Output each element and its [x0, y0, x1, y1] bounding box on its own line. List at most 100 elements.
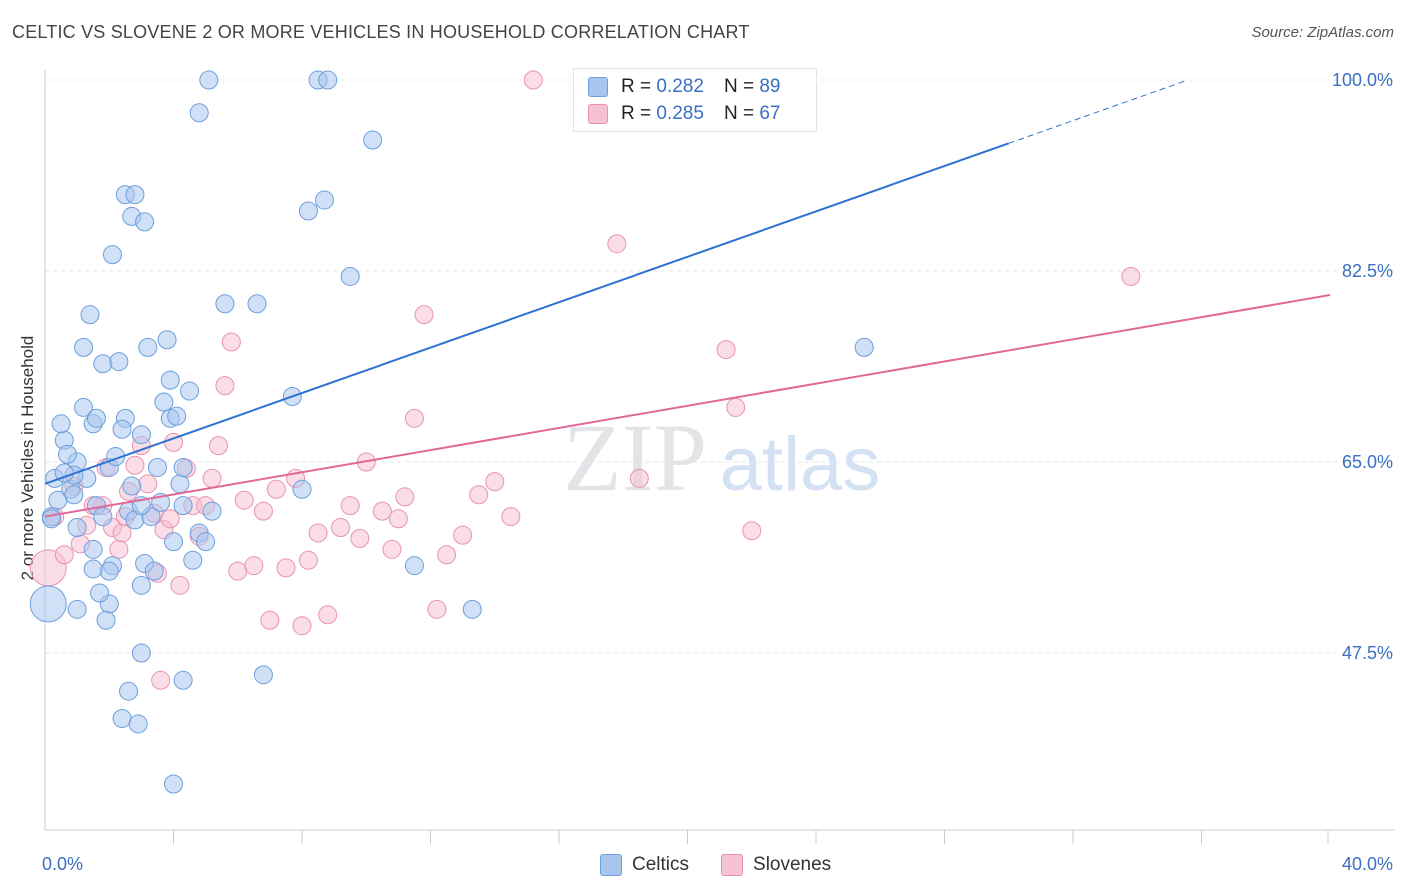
- point-celtics: [215, 294, 235, 314]
- point-slovenes: [208, 436, 228, 456]
- legend-row-celtics: R = 0.282 N = 89: [588, 75, 780, 99]
- watermark-zip: ZIP: [563, 404, 707, 511]
- legend-n-label-slovenes: N =: [723, 103, 755, 124]
- point-slovenes: [260, 610, 280, 630]
- point-celtics: [57, 444, 77, 464]
- point-slovenes: [125, 455, 145, 475]
- legend-item-slovenes[interactable]: Slovenes: [721, 854, 831, 876]
- point-celtics: [112, 708, 132, 728]
- point-slovenes: [716, 340, 736, 360]
- point-slovenes: [453, 525, 473, 545]
- point-slovenes: [215, 376, 235, 396]
- point-celtics: [51, 414, 71, 434]
- point-slovenes: [138, 474, 158, 494]
- point-slovenes: [404, 408, 424, 428]
- point-celtics: [96, 610, 116, 630]
- point-celtics: [135, 212, 155, 232]
- point-slovenes: [276, 558, 296, 578]
- y-tick-label: 82.5%: [1342, 261, 1393, 281]
- series-legend: Celtics Slovenes: [600, 852, 863, 878]
- point-celtics: [318, 70, 338, 90]
- point-slovenes: [109, 539, 129, 559]
- point-slovenes: [427, 599, 447, 619]
- point-slovenes: [485, 472, 505, 492]
- point-celtics: [29, 585, 67, 623]
- legend-label-celtics: Celtics: [632, 854, 690, 875]
- y-tick-label: 100.0%: [1332, 70, 1393, 90]
- point-celtics: [131, 643, 151, 663]
- point-celtics: [157, 330, 177, 350]
- point-celtics: [131, 575, 151, 595]
- legend-item-celtics[interactable]: Celtics: [600, 854, 689, 876]
- point-celtics: [144, 561, 164, 581]
- point-celtics: [253, 665, 273, 685]
- legend-n-value-celtics: 89: [759, 76, 781, 97]
- point-celtics: [41, 509, 61, 529]
- legend-swatch-slovenes: [588, 104, 608, 124]
- legend-r-label-celtics: R =: [621, 76, 652, 97]
- point-celtics: [363, 130, 383, 150]
- legend-label-slovenes: Slovenes: [753, 854, 832, 875]
- point-slovenes: [253, 501, 273, 521]
- point-celtics: [404, 556, 424, 576]
- point-slovenes: [244, 556, 264, 576]
- legend-n-label-celtics: N =: [723, 76, 755, 97]
- point-slovenes: [308, 523, 328, 543]
- point-celtics: [80, 305, 100, 325]
- point-celtics: [170, 474, 190, 494]
- point-celtics: [340, 266, 360, 286]
- point-slovenes: [395, 487, 415, 507]
- point-celtics: [147, 457, 167, 477]
- chart-title: CELTIC VS SLOVENE 2 OR MORE VEHICLES IN …: [12, 22, 750, 42]
- legend-r-value-celtics: 0.282: [656, 76, 704, 97]
- point-celtics: [154, 392, 174, 412]
- point-celtics: [67, 517, 87, 537]
- point-celtics: [74, 397, 94, 417]
- chart-source: Source: ZipAtlas.com: [1251, 24, 1394, 41]
- point-celtics: [854, 337, 874, 357]
- point-celtics: [462, 599, 482, 619]
- point-celtics: [160, 370, 180, 390]
- point-slovenes: [350, 528, 370, 548]
- point-slovenes: [292, 616, 312, 636]
- point-celtics: [131, 425, 151, 445]
- point-celtics: [109, 352, 129, 372]
- point-slovenes: [340, 496, 360, 516]
- point-celtics: [164, 774, 183, 794]
- point-celtics: [292, 479, 312, 499]
- point-slovenes: [726, 397, 746, 417]
- point-slovenes: [160, 509, 180, 529]
- legend-swatch-celtics: [588, 77, 608, 97]
- point-celtics: [173, 496, 193, 516]
- point-celtics: [180, 381, 200, 401]
- point-celtics: [247, 294, 267, 314]
- point-slovenes: [54, 545, 74, 565]
- point-celtics: [199, 70, 219, 90]
- trendline-celtics-extension: [1008, 80, 1186, 144]
- point-slovenes: [414, 305, 434, 325]
- point-celtics: [128, 714, 148, 734]
- point-slovenes: [742, 521, 762, 541]
- x-tick-label: 0.0%: [42, 854, 83, 874]
- point-celtics: [83, 539, 103, 559]
- point-slovenes: [221, 332, 241, 352]
- correlation-legend: R = 0.282 N = 89 R = 0.285 N = 67: [573, 68, 817, 132]
- point-slovenes: [1121, 266, 1141, 286]
- point-celtics: [138, 337, 158, 357]
- legend-r-value-slovenes: 0.285: [656, 103, 704, 124]
- point-celtics: [93, 507, 113, 527]
- y-tick-label: 47.5%: [1342, 643, 1393, 663]
- point-celtics: [90, 583, 110, 603]
- point-slovenes: [523, 70, 543, 90]
- point-slovenes: [151, 670, 171, 690]
- point-slovenes: [501, 507, 521, 527]
- point-celtics: [93, 354, 113, 374]
- point-celtics: [83, 559, 103, 579]
- point-celtics: [173, 457, 193, 477]
- legend-n-value-slovenes: 67: [759, 103, 781, 124]
- point-celtics: [102, 245, 122, 265]
- point-celtics: [298, 201, 318, 221]
- point-celtics: [67, 599, 87, 619]
- legend-swatch-celtics-bottom: [600, 854, 622, 876]
